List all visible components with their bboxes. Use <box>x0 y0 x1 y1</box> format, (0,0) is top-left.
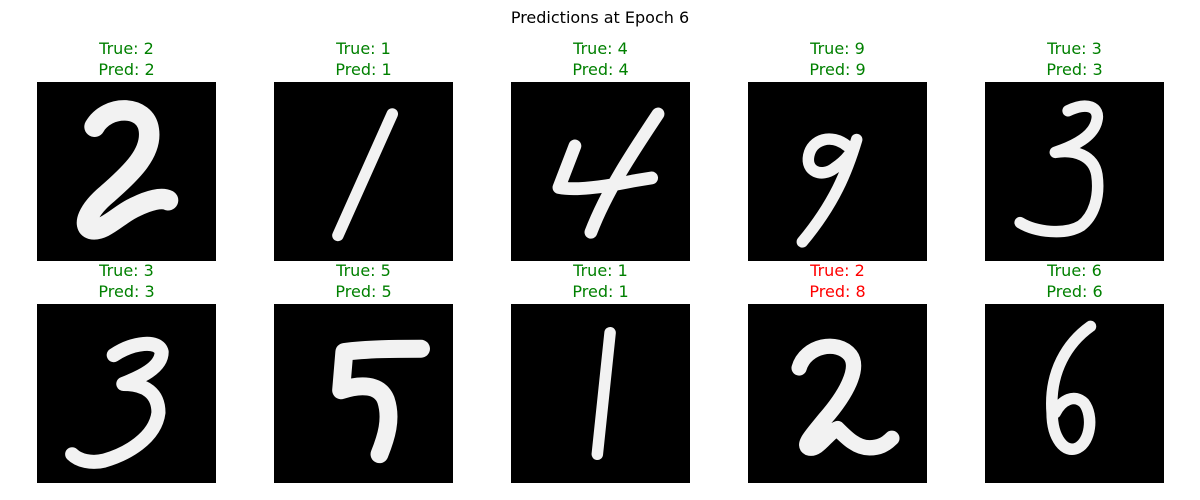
sample-panel-3: True: 4 Pred: 4 <box>511 38 690 261</box>
pred-label: Pred: 2 <box>98 60 155 79</box>
sample-caption: True: 5 Pred: 5 <box>274 260 453 302</box>
sample-caption: True: 9 Pred: 9 <box>748 38 927 80</box>
sample-panel-6: True: 3 Pred: 3 <box>37 260 216 483</box>
pred-label: Pred: 1 <box>335 60 392 79</box>
sample-caption: True: 4 Pred: 4 <box>511 38 690 80</box>
true-label: True: 4 <box>573 39 628 58</box>
digit-image <box>748 304 927 483</box>
pred-label: Pred: 1 <box>572 282 629 301</box>
digit-image <box>37 304 216 483</box>
true-label: True: 1 <box>336 39 391 58</box>
digit-image <box>37 82 216 261</box>
sample-caption: True: 1 Pred: 1 <box>511 260 690 302</box>
sample-caption: True: 2 Pred: 8 <box>748 260 927 302</box>
pred-label: Pred: 5 <box>335 282 392 301</box>
sample-panel-10: True: 6 Pred: 6 <box>985 260 1164 483</box>
sample-panel-5: True: 3 Pred: 3 <box>985 38 1164 261</box>
true-label: True: 2 <box>99 39 154 58</box>
sample-caption: True: 3 Pred: 3 <box>37 260 216 302</box>
digit-image <box>985 304 1164 483</box>
sample-caption: True: 2 Pred: 2 <box>37 38 216 80</box>
true-label: True: 2 <box>810 261 865 280</box>
figure-title: Predictions at Epoch 6 <box>510 8 690 27</box>
sample-panel-4: True: 9 Pred: 9 <box>748 38 927 261</box>
pred-label: Pred: 8 <box>809 282 866 301</box>
true-label: True: 3 <box>99 261 154 280</box>
sample-panel-7: True: 5 Pred: 5 <box>274 260 453 483</box>
digit-image <box>748 82 927 261</box>
digit-image <box>274 82 453 261</box>
true-label: True: 3 <box>1047 39 1102 58</box>
digit-image <box>274 304 453 483</box>
digit-image <box>511 304 690 483</box>
sample-caption: True: 3 Pred: 3 <box>985 38 1164 80</box>
pred-label: Pred: 3 <box>98 282 155 301</box>
pred-label: Pred: 3 <box>1046 60 1103 79</box>
true-label: True: 5 <box>336 261 391 280</box>
true-label: True: 1 <box>573 261 628 280</box>
true-label: True: 9 <box>810 39 865 58</box>
sample-panel-8: True: 1 Pred: 1 <box>511 260 690 483</box>
sample-panel-1: True: 2 Pred: 2 <box>37 38 216 261</box>
true-label: True: 6 <box>1047 261 1102 280</box>
pred-label: Pred: 4 <box>572 60 629 79</box>
sample-panel-2: True: 1 Pred: 1 <box>274 38 453 261</box>
pred-label: Pred: 9 <box>809 60 866 79</box>
sample-panel-9: True: 2 Pred: 8 <box>748 260 927 483</box>
digit-image <box>511 82 690 261</box>
sample-caption: True: 6 Pred: 6 <box>985 260 1164 302</box>
sample-caption: True: 1 Pred: 1 <box>274 38 453 80</box>
pred-label: Pred: 6 <box>1046 282 1103 301</box>
digit-image <box>985 82 1164 261</box>
